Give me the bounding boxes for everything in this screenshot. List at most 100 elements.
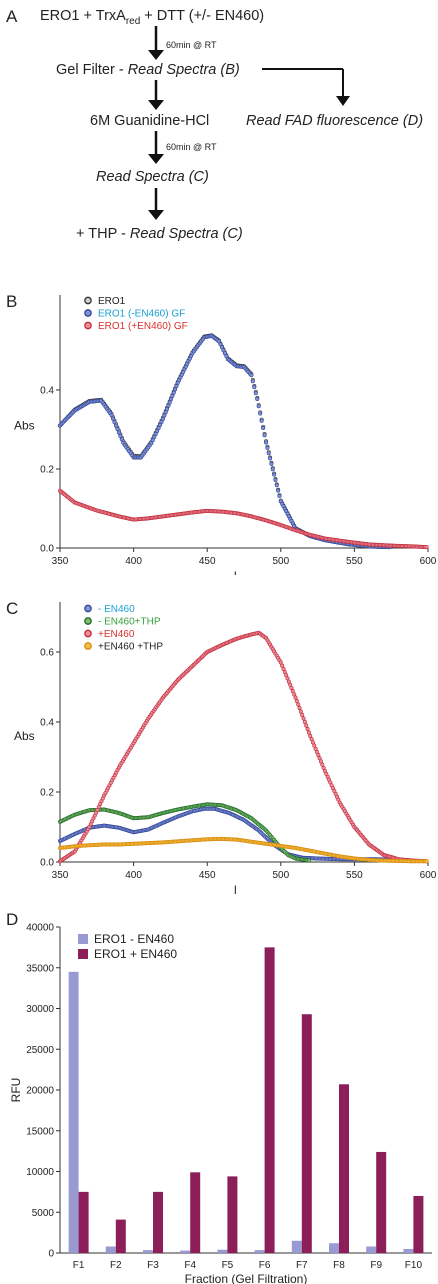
bar-f9-series-1 [376, 1151, 387, 1253]
x-tick-label: 500 [272, 870, 289, 881]
y-tick-label: 0.2 [40, 464, 54, 475]
y-tick-label: 0.0 [40, 858, 54, 869]
x-tick-label: 350 [52, 556, 69, 567]
data-point [170, 393, 175, 398]
step-5: + THP - Read Spectra (C) [76, 226, 243, 242]
arrow-1-head [148, 50, 164, 60]
y-tick-label: 30000 [26, 1004, 54, 1015]
data-point [259, 418, 264, 423]
data-point [110, 416, 115, 421]
bar-f2-series-1 [115, 1219, 126, 1253]
data-point [304, 723, 309, 728]
data-point [301, 716, 306, 721]
bar-f2-series-0 [105, 1246, 116, 1253]
data-point [116, 430, 121, 435]
data-point [302, 720, 307, 725]
data-point [163, 410, 168, 415]
legend-swatch [78, 934, 88, 944]
x-tick-label: 600 [420, 870, 437, 881]
x-tick-label: 400 [125, 870, 142, 881]
panel-label: C [6, 599, 18, 618]
arrow-4-head [148, 210, 164, 220]
data-point [113, 423, 118, 428]
y-tick-label: 0.6 [40, 648, 54, 659]
branch-arrow-head [336, 96, 350, 106]
data-point [298, 709, 303, 714]
chart-panel-b: B 350 400 450 500 550 600 0.0 0.2 0.4 Abs l ERO1 ERO1… [6, 292, 437, 575]
x-tick-label: F8 [333, 1260, 345, 1271]
arrow-2-head [148, 100, 164, 110]
legend-entry: ERO1 + EN460 [94, 947, 177, 961]
data-point [253, 391, 258, 396]
x-tick-label: 500 [272, 556, 289, 567]
y-tick-label: 0.4 [40, 385, 54, 396]
data-point [262, 433, 267, 438]
data-point [261, 426, 266, 431]
data-point [252, 385, 257, 390]
data-point [118, 433, 123, 438]
x-tick-label: F7 [296, 1260, 308, 1271]
series-2 [57, 488, 429, 550]
data-point [274, 483, 279, 488]
data-point [294, 699, 299, 704]
x-tick-label: 350 [52, 870, 69, 881]
legend-entry: ERO1 - EN460 [94, 932, 174, 946]
data-point [150, 438, 155, 443]
legend-entry: ERO1 (+EN460) GF [98, 321, 188, 332]
legend-entry: - EN460 [98, 604, 135, 615]
y-axis-label: Abs [14, 729, 35, 743]
data-point [255, 397, 260, 402]
data-point [119, 437, 124, 442]
data-point [161, 416, 166, 421]
x-axis-label: l [234, 569, 237, 575]
bar-f10-series-1 [413, 1195, 424, 1253]
data-point [169, 397, 174, 402]
data-point [112, 420, 117, 425]
bar-f6-series-0 [254, 1250, 265, 1253]
data-point [293, 695, 298, 700]
series-0 [57, 333, 392, 550]
y-axis-label: Abs [14, 419, 35, 433]
bar-f1-series-1 [78, 1191, 89, 1253]
incubation-1: 60min @ RT [166, 40, 217, 50]
data-point [258, 411, 263, 416]
data-point [306, 858, 311, 863]
chart-panel-c: C 350 400 450 500 550 600 0.0 0.2 0.4 0.6 Abs l - EN4… [6, 599, 437, 897]
panel-label-a: A [6, 7, 18, 26]
x-tick-label: F5 [222, 1260, 234, 1271]
bar-f1-series-0 [68, 971, 79, 1253]
data-point [268, 456, 273, 461]
step-branch: Read FAD fluorescence (D) [246, 113, 423, 129]
x-tick-label: 550 [346, 556, 363, 567]
x-axis-label: Fraction (Gel Filtration) [185, 1272, 308, 1284]
data-point [424, 859, 429, 864]
bar-f4-series-1 [190, 1172, 201, 1253]
data-point [149, 441, 154, 446]
bar-f4-series-0 [180, 1250, 191, 1253]
data-point [277, 494, 282, 499]
y-axis-label: RFU [9, 1078, 23, 1103]
y-tick-label: 15000 [26, 1126, 54, 1137]
x-tick-label: F10 [405, 1260, 423, 1271]
data-point [305, 727, 310, 732]
data-point [166, 403, 171, 408]
x-tick-label: 450 [199, 556, 216, 567]
panel-label: B [6, 292, 17, 311]
bar-f3-series-0 [143, 1250, 153, 1253]
bar-f5-series-0 [217, 1249, 228, 1253]
data-point [300, 713, 305, 718]
data-point [272, 472, 277, 477]
bar-f9-series-0 [366, 1246, 377, 1253]
x-tick-label: F3 [147, 1260, 159, 1271]
data-point [318, 759, 323, 764]
data-point [297, 706, 302, 711]
legend-entry: - EN460+THP [98, 617, 161, 628]
x-tick-label: 400 [125, 556, 142, 567]
data-point [156, 425, 161, 430]
data-point [269, 461, 274, 466]
x-tick-label: F9 [370, 1260, 382, 1271]
step-3: 6M Guanidine-HCl [90, 113, 209, 129]
y-tick-label: 0.2 [40, 788, 54, 799]
legend-marker [84, 296, 92, 305]
data-point [171, 390, 176, 395]
